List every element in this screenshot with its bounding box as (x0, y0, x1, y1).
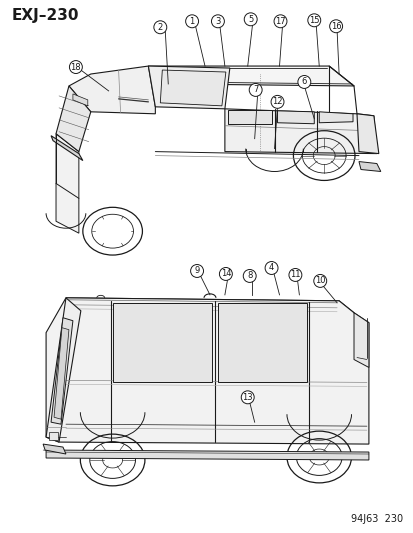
Circle shape (241, 391, 254, 404)
Polygon shape (54, 328, 69, 419)
Text: 16: 16 (330, 22, 341, 31)
Circle shape (154, 21, 166, 34)
Polygon shape (277, 111, 313, 124)
Circle shape (211, 15, 224, 28)
Circle shape (313, 274, 326, 287)
Text: 11: 11 (290, 270, 300, 279)
Circle shape (244, 13, 256, 26)
Polygon shape (46, 298, 81, 442)
Polygon shape (318, 112, 352, 123)
Polygon shape (49, 432, 58, 440)
Text: 14: 14 (220, 270, 230, 278)
Text: 94J63  230: 94J63 230 (350, 514, 402, 523)
Text: 13: 13 (242, 393, 252, 402)
Polygon shape (356, 114, 378, 154)
Circle shape (264, 262, 278, 274)
Polygon shape (56, 134, 78, 233)
Text: 18: 18 (70, 62, 81, 71)
Text: 1: 1 (189, 17, 194, 26)
Text: 5: 5 (247, 15, 253, 24)
Circle shape (271, 95, 283, 108)
Polygon shape (56, 86, 90, 151)
Circle shape (185, 15, 198, 28)
Polygon shape (224, 109, 376, 154)
Circle shape (243, 270, 256, 282)
Polygon shape (148, 66, 353, 86)
Text: 3: 3 (215, 17, 220, 26)
Circle shape (69, 61, 82, 74)
Text: 9: 9 (194, 266, 199, 276)
Polygon shape (227, 110, 271, 124)
Text: 2: 2 (157, 23, 163, 32)
Text: 7: 7 (252, 85, 258, 94)
Polygon shape (160, 70, 225, 106)
Text: 15: 15 (308, 16, 319, 25)
Circle shape (219, 268, 232, 280)
Text: 17: 17 (275, 17, 285, 26)
Circle shape (297, 76, 310, 88)
Polygon shape (73, 94, 88, 106)
Circle shape (190, 264, 203, 278)
Text: 4: 4 (268, 263, 273, 272)
Circle shape (329, 20, 342, 33)
Circle shape (273, 15, 286, 28)
Polygon shape (46, 450, 368, 460)
Polygon shape (51, 136, 83, 160)
Polygon shape (353, 313, 368, 367)
Circle shape (288, 269, 301, 281)
Text: 10: 10 (314, 277, 325, 286)
Polygon shape (51, 318, 73, 424)
Text: 12: 12 (272, 98, 282, 107)
Text: 8: 8 (247, 271, 252, 280)
Polygon shape (66, 298, 353, 313)
Polygon shape (112, 303, 211, 382)
Polygon shape (69, 66, 155, 114)
Text: EXJ–230: EXJ–230 (11, 9, 78, 23)
Polygon shape (217, 303, 306, 382)
Polygon shape (358, 161, 380, 172)
Polygon shape (43, 444, 66, 454)
Polygon shape (148, 66, 229, 109)
Polygon shape (46, 298, 368, 444)
Text: 6: 6 (301, 77, 306, 86)
Circle shape (249, 84, 261, 96)
Circle shape (307, 14, 320, 27)
